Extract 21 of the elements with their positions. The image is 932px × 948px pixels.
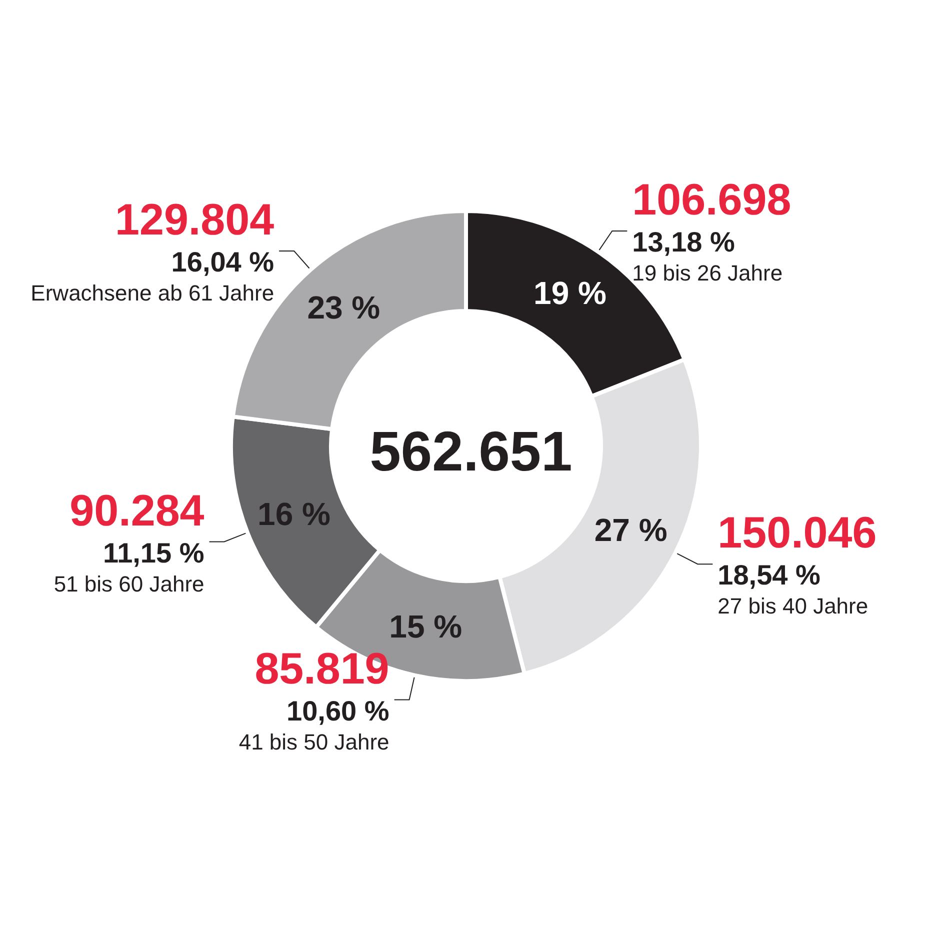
data-label: 23 % — [307, 289, 380, 326]
text: 562.651 — [370, 420, 572, 483]
text: 11,15 % — [103, 537, 204, 568]
legend-label: 19 bis 26 Jahre — [632, 260, 783, 286]
text: 150.046 — [718, 508, 877, 558]
data-label: 15 % — [389, 608, 462, 645]
text: 85.819 — [254, 644, 390, 694]
text: 106.698 — [632, 176, 792, 224]
data-label: 16 % — [258, 496, 330, 532]
text: 18,54 % — [718, 560, 821, 591]
slice-label: 41 bis 50 Jahre — [238, 729, 390, 754]
text: 13,18 % — [632, 226, 735, 258]
data-label: 27 % — [594, 512, 668, 548]
text: 90.284 — [70, 486, 205, 536]
slice-label: Erwachsene ab 61 Jahre — [30, 280, 274, 306]
slice-label: 51 bis 60 Jahre — [54, 571, 204, 596]
text: 10,60 % — [286, 695, 390, 726]
text: 16,04 % — [171, 246, 274, 278]
text: 129.804 — [114, 196, 275, 245]
data-label: 19 % — [534, 275, 606, 312]
slice-label: 27 bis 40 Jahre — [718, 594, 868, 619]
